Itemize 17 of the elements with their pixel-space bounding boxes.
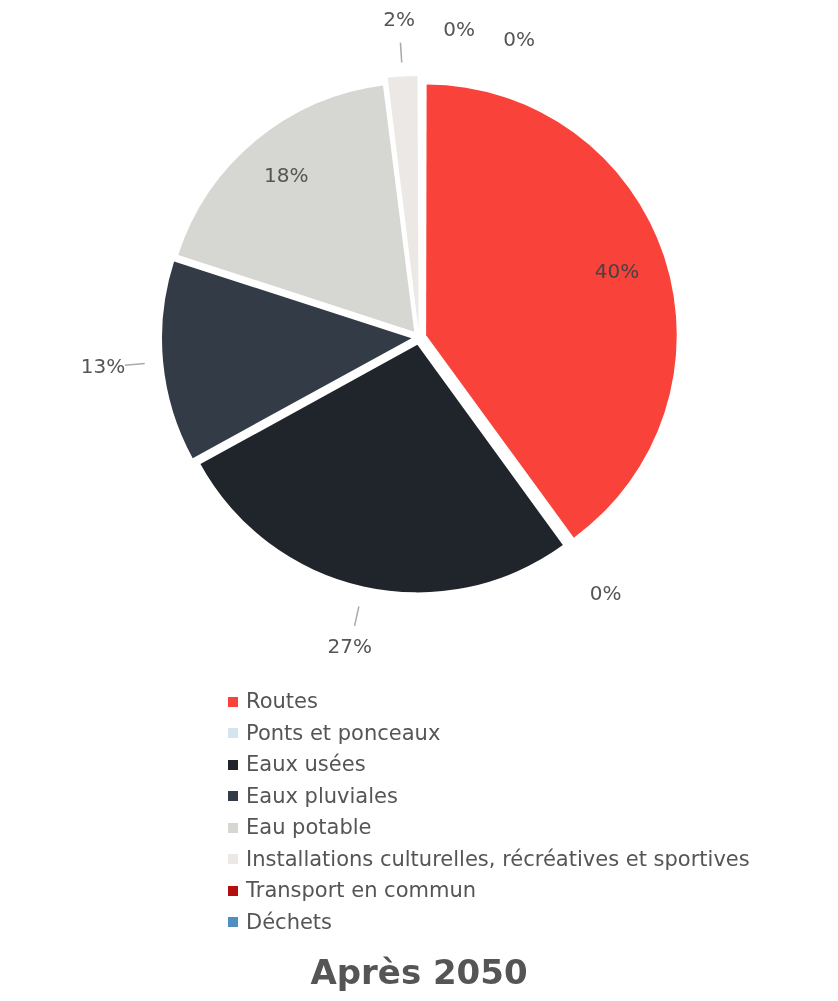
legend-label: Eaux usées <box>245 751 367 778</box>
text: 0% <box>443 16 475 41</box>
data-label: 13% <box>80 353 126 378</box>
legend-label: Ponts et ponceaux <box>245 719 442 747</box>
text: Après 2050 <box>309 952 529 992</box>
legend-label: Déchets <box>245 908 334 936</box>
legend-label: Transport en commun <box>245 877 478 904</box>
legend-label: Eaux pluviales <box>245 782 399 810</box>
data-label: 40% <box>594 259 640 284</box>
data-label: 2% <box>383 6 415 31</box>
data-label: 27% <box>327 633 372 658</box>
text: 0% <box>589 580 622 605</box>
data-label: 18% <box>264 163 309 188</box>
legend-label: Eau potable <box>245 814 373 841</box>
legend-label: Routes <box>245 688 319 715</box>
text: 0% <box>503 26 535 51</box>
legend-label: Installations culturelles, récréatives et sportives <box>245 845 751 873</box>
